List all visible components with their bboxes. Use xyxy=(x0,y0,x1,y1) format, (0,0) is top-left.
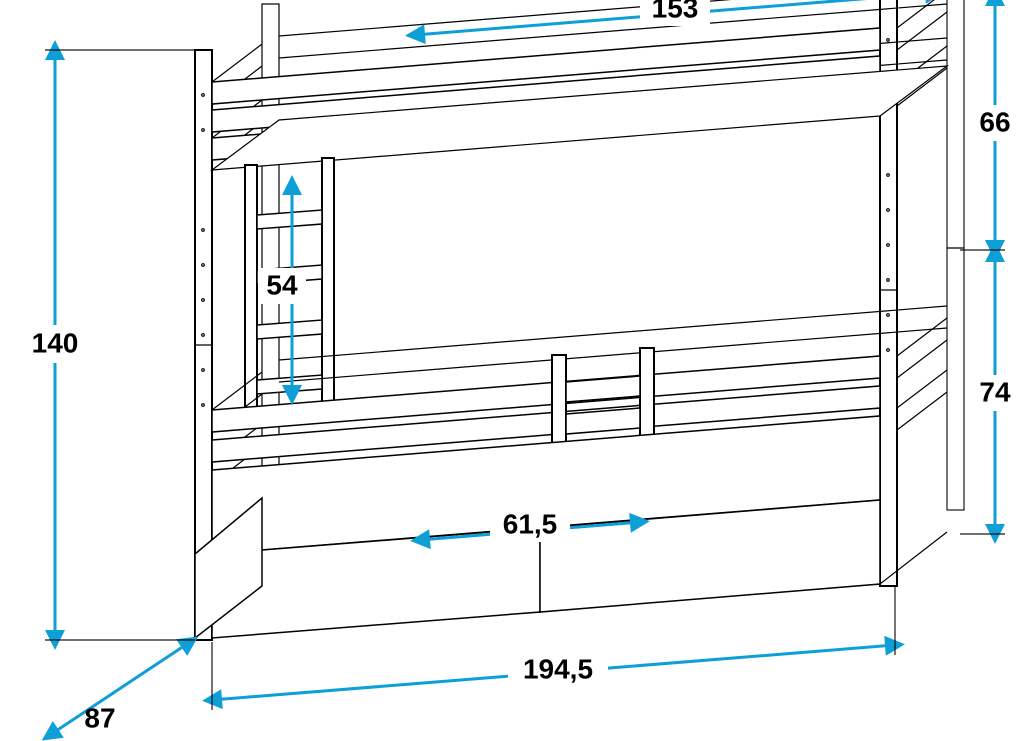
dim-depth: 87 xyxy=(84,702,115,733)
dim-lower-span: 74 xyxy=(979,376,1011,407)
dim-drawer-width: 61,5 xyxy=(503,508,558,539)
dim-length: 194,5 xyxy=(523,653,593,684)
dim-top-opening: 153 xyxy=(652,0,699,23)
dim-total-height-label: 140 xyxy=(32,327,79,358)
dim-ladder-gap: 54 xyxy=(266,269,298,300)
bed-linework xyxy=(195,0,964,640)
dim-upper-span: 66 xyxy=(979,106,1010,137)
bunk-bed-diagram: 140 140 54 153 66 74 61,5 87 194,5 xyxy=(0,0,1020,741)
